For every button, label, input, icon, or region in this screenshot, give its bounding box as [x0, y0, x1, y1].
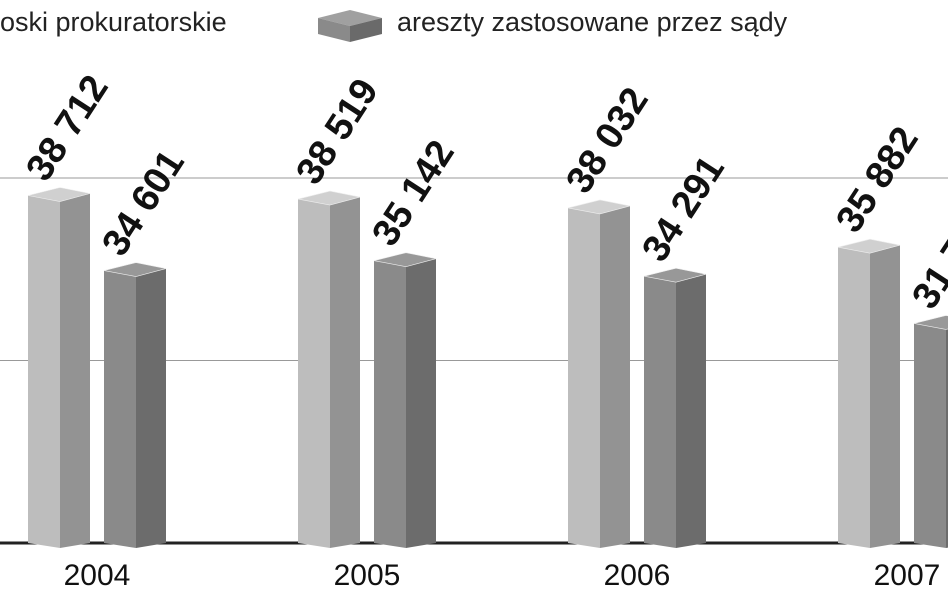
- bar-front: [374, 260, 406, 548]
- bar: [643, 267, 707, 548]
- bar: [913, 315, 948, 548]
- bar: [837, 238, 901, 548]
- bar: [27, 187, 91, 549]
- bar-top: [567, 199, 631, 215]
- bar-top: [27, 187, 91, 202]
- value-label: 34 291: [634, 149, 733, 269]
- bar-top: [297, 190, 361, 206]
- bar-side: [136, 268, 166, 548]
- bar-side: [600, 205, 630, 548]
- bar-top: [103, 262, 167, 277]
- bar-top: [837, 238, 901, 254]
- bar-side: [870, 245, 900, 548]
- bar-front: [104, 270, 136, 548]
- bar-front: [28, 195, 60, 549]
- value-label: 38 519: [288, 72, 387, 192]
- bar: [567, 199, 631, 548]
- value-label: 35 882: [828, 120, 927, 240]
- x-tick-label: 2005: [334, 559, 401, 592]
- bar-side: [676, 274, 706, 548]
- bar: [103, 262, 167, 548]
- value-label: 38 032: [558, 80, 657, 200]
- bar-front: [838, 247, 870, 548]
- bar-front: [644, 276, 676, 548]
- bar: [373, 252, 437, 548]
- legend-icon: [318, 10, 382, 42]
- x-tick-label: 2004: [64, 559, 131, 592]
- bar-top: [373, 252, 437, 267]
- bar-front: [298, 199, 330, 548]
- x-tick-label: 2006: [604, 559, 671, 592]
- bar-top: [913, 315, 948, 330]
- legend-label: areszty zastosowane przez sądy: [397, 7, 788, 37]
- bar: [297, 190, 361, 548]
- legend: oski prokuratorskie areszty zastosowane …: [0, 7, 788, 42]
- bar-side: [406, 258, 436, 548]
- value-label: 38 712: [18, 68, 117, 188]
- bar-side: [60, 193, 90, 549]
- bar-front: [914, 323, 946, 548]
- x-tick-label: 2007: [874, 559, 941, 592]
- legend-label: oski prokuratorskie: [0, 7, 227, 37]
- value-label: 35 142: [364, 133, 463, 253]
- value-label: 31 700: [904, 196, 948, 316]
- value-label: 34 601: [94, 143, 193, 263]
- bar-top: [643, 267, 707, 283]
- bar-side: [330, 197, 360, 548]
- bar-front: [568, 207, 600, 548]
